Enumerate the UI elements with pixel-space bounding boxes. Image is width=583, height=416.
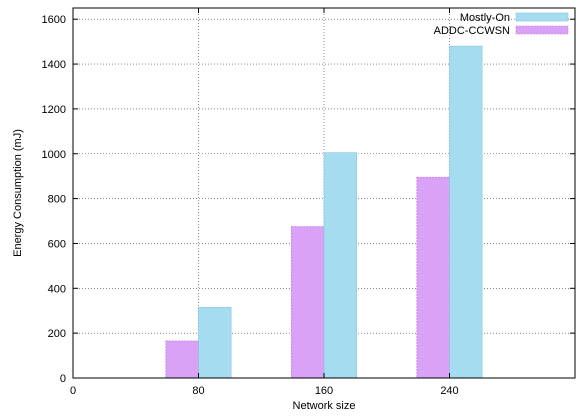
y-tick-label: 1000 (42, 149, 66, 161)
x-tick-label: 240 (440, 385, 458, 397)
y-tick-label: 200 (48, 328, 66, 340)
bar-addc-ccwsn (290, 226, 325, 379)
bars-layer (165, 45, 483, 379)
y-tick-label: 400 (48, 283, 66, 295)
legend-label: ADDC-CCWSN (434, 25, 510, 37)
y-tick-label: 1600 (42, 14, 66, 26)
bar-mostly-on (323, 152, 357, 379)
x-tick-label: 160 (315, 385, 333, 397)
ticks-layer: 0 200 400 600 800 1000 1200 1400 1600 0 80 160 240 (42, 8, 575, 397)
x-axis-label: Network size (293, 400, 356, 412)
bar-mostly-on (449, 45, 483, 379)
x-tick-label: 0 (70, 385, 76, 397)
y-tick-label: 1400 (42, 59, 66, 71)
bar-mostly-on (198, 307, 232, 379)
legend-swatch (515, 25, 569, 35)
legend-swatch (515, 12, 569, 22)
y-tick-label: 0 (60, 373, 66, 385)
bar-addc-ccwsn (416, 176, 450, 379)
x-tick-label: 80 (192, 385, 204, 397)
y-axis-label: Energy Consumption (mJ) (12, 129, 24, 257)
y-tick-label: 1200 (42, 104, 66, 116)
bar-addc-ccwsn (165, 340, 199, 379)
y-tick-label: 600 (48, 238, 66, 250)
y-tick-label: 800 (48, 194, 66, 206)
legend-label: Mostly-On (460, 12, 510, 24)
